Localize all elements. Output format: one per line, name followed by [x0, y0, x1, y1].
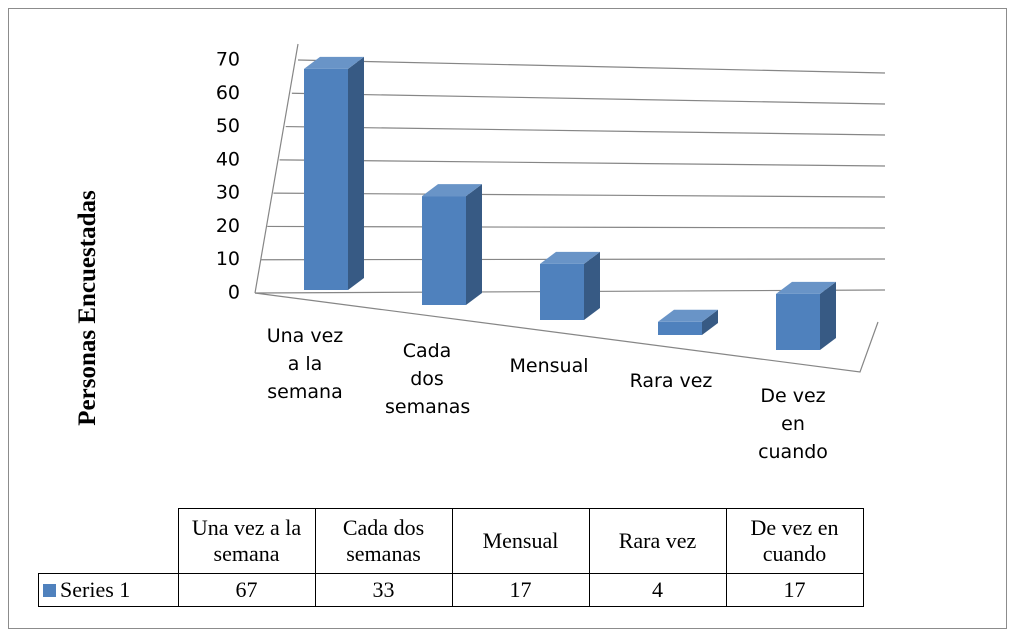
- table-value-cell: 33: [314, 573, 453, 607]
- x-tick-label: Una vez a la semana: [266, 325, 344, 403]
- y-tick-label: 0: [228, 282, 240, 304]
- table-data-row: Series 1 67 33 17 4 17: [38, 573, 864, 607]
- table-header-cell: Una vez a la semana: [177, 508, 316, 574]
- table-corner: [38, 508, 179, 574]
- table-header-row: Una vez a la semana Cada dos semanas Mensu…: [38, 508, 864, 574]
- bar: [658, 309, 718, 335]
- y-tick-label: 60: [216, 82, 240, 104]
- legend-label: Series 1: [60, 577, 131, 602]
- bar-side: [348, 56, 364, 291]
- y-tick-label: 70: [216, 49, 240, 71]
- grid-line: [267, 225, 886, 229]
- bar-side: [584, 251, 600, 320]
- bar-top: [304, 56, 364, 69]
- bar: [540, 251, 600, 320]
- bar-top: [658, 309, 718, 322]
- wall-edge: [254, 43, 299, 294]
- table-header-cell: Cada dos semanas: [314, 508, 453, 574]
- floor-edge: [254, 292, 879, 373]
- legend-cell: Series 1: [38, 573, 179, 607]
- table-header-cell: De vez en cuando: [725, 508, 864, 574]
- grid-line: [291, 92, 886, 105]
- bar-front: [304, 68, 348, 291]
- bar: [422, 184, 482, 305]
- y-tick-label: 10: [216, 248, 240, 270]
- table-value-cell: 17: [451, 573, 590, 607]
- legend-swatch: [43, 584, 56, 597]
- table-value-cell: 17: [725, 573, 864, 607]
- y-tick-label: 40: [216, 148, 240, 170]
- bar-top: [776, 281, 836, 294]
- bar: [776, 281, 836, 350]
- x-tick-label: Rara vez: [629, 370, 713, 392]
- y-tick-label: 50: [216, 115, 240, 137]
- table-header-cell: Mensual: [451, 508, 590, 574]
- chart-frame: [8, 8, 1007, 629]
- bar-side: [820, 281, 836, 350]
- x-tick-label: Mensual: [509, 355, 589, 377]
- y-tick-label: 20: [216, 215, 240, 237]
- x-tick-label: Cada dos semanas: [385, 340, 471, 418]
- bar-front: [540, 263, 584, 320]
- x-tick-label: De vez en cuando: [758, 385, 828, 463]
- data-table: Una vez a la semana Cada dos semanas Mensu…: [38, 508, 864, 607]
- table-value-cell: 67: [177, 573, 316, 607]
- bar-front: [776, 293, 820, 350]
- bar-top: [422, 184, 482, 197]
- grid-line: [285, 125, 886, 136]
- y-axis-label: Personas Encuestadas: [74, 190, 101, 426]
- table-header-cell: Rara vez: [588, 508, 727, 574]
- bar: [304, 56, 364, 291]
- bar-side: [466, 184, 482, 305]
- grid-line: [279, 159, 886, 167]
- bar-side: [702, 309, 718, 335]
- bar-top: [540, 251, 600, 264]
- grid-line: [297, 59, 886, 74]
- grid-line: [273, 192, 886, 198]
- bar-front: [422, 196, 466, 305]
- bar-front: [658, 321, 702, 335]
- y-tick-label: 30: [216, 182, 240, 204]
- table-value-cell: 4: [588, 573, 727, 607]
